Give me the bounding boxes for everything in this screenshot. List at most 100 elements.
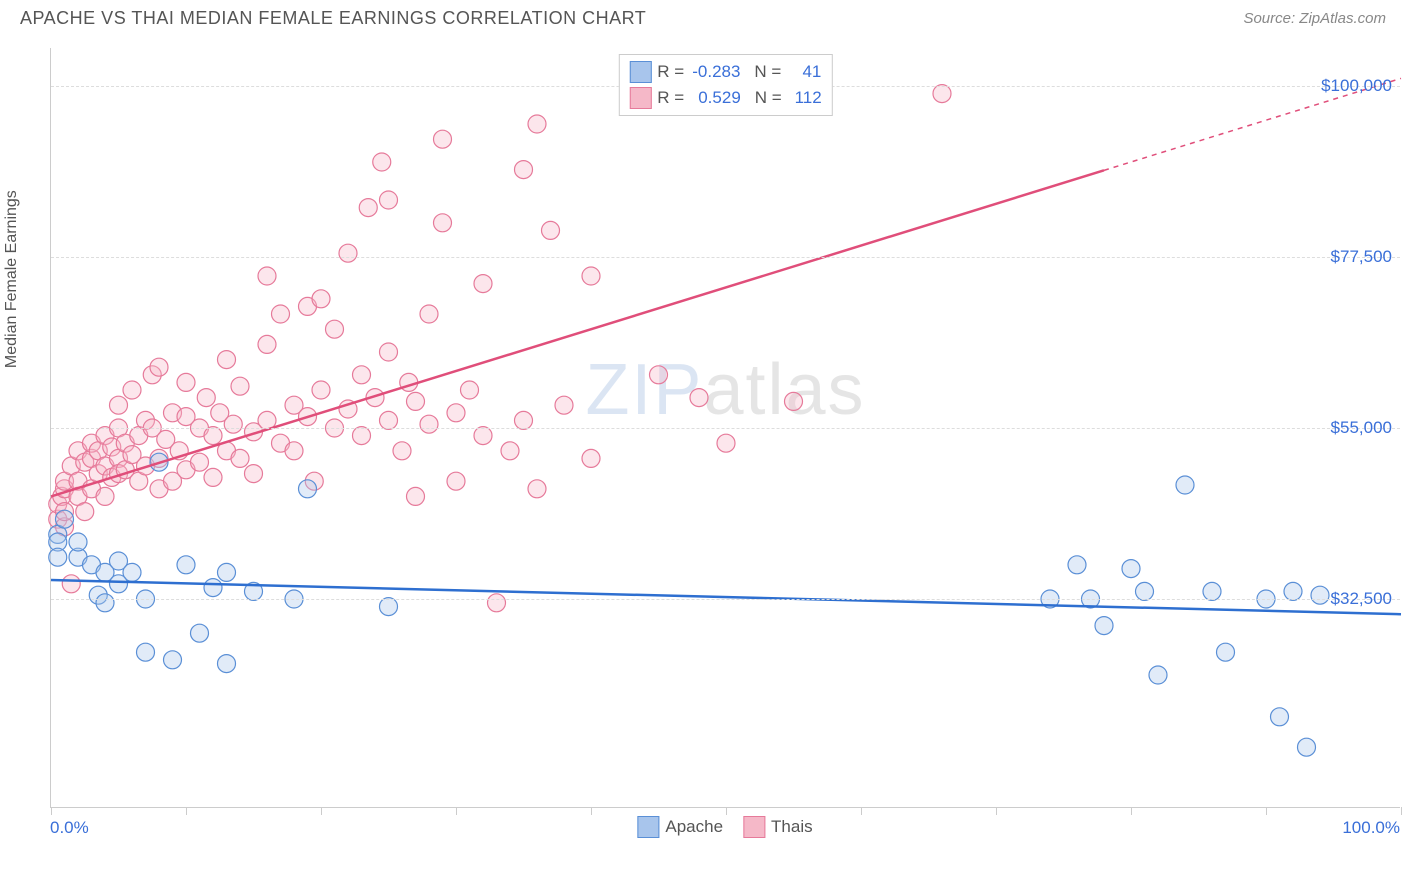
- scatter-point: [312, 381, 330, 399]
- scatter-point: [285, 442, 303, 460]
- legend-r-label: R =: [657, 62, 684, 82]
- scatter-point: [177, 556, 195, 574]
- scatter-point: [191, 453, 209, 471]
- scatter-point: [123, 381, 141, 399]
- scatter-point: [312, 290, 330, 308]
- scatter-point: [164, 651, 182, 669]
- chart-title: APACHE VS THAI MEDIAN FEMALE EARNINGS CO…: [20, 8, 646, 29]
- correlation-legend: R = -0.283 N = 41 R = 0.529 N = 112: [618, 54, 832, 116]
- scatter-point: [582, 449, 600, 467]
- scatter-point: [933, 85, 951, 103]
- scatter-point: [258, 335, 276, 353]
- scatter-point: [1203, 582, 1221, 600]
- scatter-point: [447, 404, 465, 422]
- scatter-point: [353, 427, 371, 445]
- scatter-point: [555, 396, 573, 414]
- scatter-point: [1298, 738, 1316, 756]
- legend-swatch-apache-icon: [637, 816, 659, 838]
- x-tick: [996, 807, 997, 815]
- scatter-point: [542, 221, 560, 239]
- scatter-point: [96, 594, 114, 612]
- x-tick: [591, 807, 592, 815]
- y-axis-label: Median Female Earnings: [3, 190, 21, 368]
- legend-n-apache: 41: [789, 62, 821, 82]
- source-label: Source: ZipAtlas.com: [1243, 10, 1386, 27]
- scatter-point: [1068, 556, 1086, 574]
- scatter-point: [380, 598, 398, 616]
- scatter-point: [299, 480, 317, 498]
- scatter-point: [353, 366, 371, 384]
- scatter-point: [380, 343, 398, 361]
- scatter-point: [380, 411, 398, 429]
- scatter-point: [407, 487, 425, 505]
- scatter-point: [56, 510, 74, 528]
- legend-swatch-apache: [629, 61, 651, 83]
- legend-n-thais: 112: [790, 88, 822, 108]
- scatter-point: [359, 199, 377, 217]
- scatter-point: [1271, 708, 1289, 726]
- x-tick: [1131, 807, 1132, 815]
- scatter-point: [245, 465, 263, 483]
- y-tick-label: $55,000: [1331, 418, 1392, 438]
- scatter-point: [717, 434, 735, 452]
- y-tick-label: $100,000: [1321, 76, 1392, 96]
- scatter-point: [420, 415, 438, 433]
- scatter-point: [258, 267, 276, 285]
- scatter-point: [272, 305, 290, 323]
- x-tick: [456, 807, 457, 815]
- scatter-point: [197, 389, 215, 407]
- scatter-point: [1284, 582, 1302, 600]
- scatter-point: [515, 411, 533, 429]
- scatter-point: [528, 480, 546, 498]
- scatter-point: [218, 563, 236, 581]
- scatter-point: [191, 624, 209, 642]
- scatter-point: [231, 449, 249, 467]
- x-tick-max: 100.0%: [1342, 818, 1400, 838]
- scatter-point: [1311, 586, 1329, 604]
- scatter-point: [137, 643, 155, 661]
- legend-label-apache: Apache: [665, 817, 723, 837]
- scatter-point: [218, 351, 236, 369]
- scatter-point: [224, 415, 242, 433]
- scatter-point: [326, 320, 344, 338]
- x-tick: [51, 807, 52, 815]
- legend-swatch-thais: [629, 87, 651, 109]
- scatter-point: [1149, 666, 1167, 684]
- scatter-point: [231, 377, 249, 395]
- legend-row-apache: R = -0.283 N = 41: [629, 59, 821, 85]
- x-tick: [1266, 807, 1267, 815]
- scatter-point: [1136, 582, 1154, 600]
- legend-swatch-thais-icon: [743, 816, 765, 838]
- scatter-point: [96, 487, 114, 505]
- legend-row-thais: R = 0.529 N = 112: [629, 85, 821, 111]
- scatter-point: [123, 563, 141, 581]
- scatter-point: [204, 579, 222, 597]
- scatter-point: [177, 373, 195, 391]
- scatter-point: [1095, 617, 1113, 635]
- scatter-point: [420, 305, 438, 323]
- scatter-point: [1176, 476, 1194, 494]
- trend-line: [51, 170, 1104, 496]
- y-tick-label: $32,500: [1331, 589, 1392, 609]
- legend-item-thais: Thais: [743, 816, 813, 838]
- scatter-point: [204, 427, 222, 445]
- scatter-point: [76, 503, 94, 521]
- legend-label-thais: Thais: [771, 817, 813, 837]
- scatter-point: [69, 533, 87, 551]
- grid-line: [51, 428, 1400, 429]
- legend-r-label: R =: [657, 88, 684, 108]
- grid-line: [51, 599, 1400, 600]
- scatter-point: [218, 655, 236, 673]
- scatter-point: [1217, 643, 1235, 661]
- scatter-point: [62, 575, 80, 593]
- x-tick: [1401, 807, 1402, 815]
- scatter-point: [434, 214, 452, 232]
- scatter-point: [380, 191, 398, 209]
- scatter-point: [434, 130, 452, 148]
- scatter-point: [1122, 560, 1140, 578]
- scatter-point: [515, 161, 533, 179]
- legend-r-apache: -0.283: [692, 62, 740, 82]
- scatter-point: [690, 389, 708, 407]
- scatter-point: [474, 275, 492, 293]
- scatter-point: [528, 115, 546, 133]
